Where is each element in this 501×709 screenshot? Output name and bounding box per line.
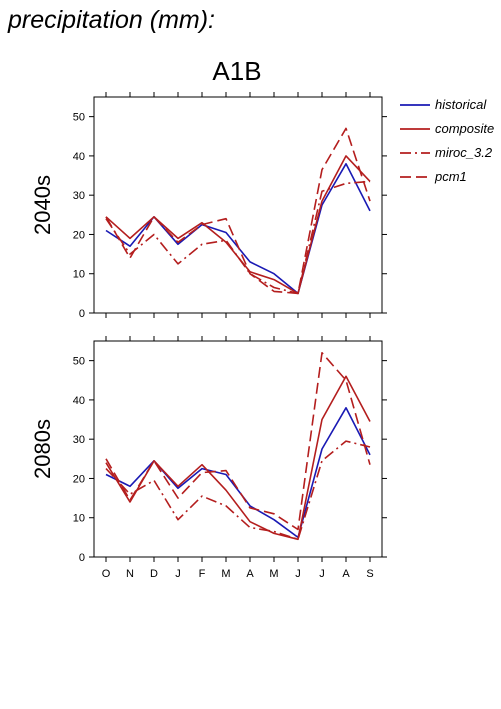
y-tick-label: 20 [73,473,85,485]
y-tick-label: 10 [73,269,85,281]
y-tick-label: 10 [73,513,85,525]
x-tick-label: O [102,568,111,580]
y-tick-label: 40 [73,395,85,407]
x-tick-label: S [366,568,373,580]
x-tick-label: N [126,568,134,580]
x-tick-label: A [246,568,254,580]
y-tick-label: 0 [79,552,85,564]
scenario-title: A1B [212,56,262,86]
x-tick-label: A [342,568,350,580]
series-line-historical-2080s [105,406,371,539]
x-tick-label: M [221,568,230,580]
panel-frame-2040s [93,96,383,314]
series-line-miroc_3.2-2040s [105,180,371,295]
series-line-composite-2040s [105,155,371,295]
series-line-pcm1-2040s [105,127,371,295]
panel-frame-2080s [93,340,383,558]
y-tick-label: 20 [73,229,85,241]
legend-entry-pcm1: pcm1 [434,169,467,184]
series-line-pcm1-2080s [105,351,371,531]
legend-entry-composite: composite [435,121,494,136]
y-tick-label: 50 [73,356,85,368]
y-tick-label: 40 [73,151,85,163]
x-tick-label: J [319,568,325,580]
y-tick-label: 30 [73,190,85,202]
series-line-composite-2080s [105,375,371,541]
x-tick-label: F [199,568,206,580]
y-tick-label: 0 [79,308,85,320]
series-line-historical-2040s [105,163,371,295]
x-tick-label: J [295,568,301,580]
panel-label-2040s: 2040s [30,175,55,235]
panel-label-2080s: 2080s [30,419,55,479]
x-tick-label: D [150,568,158,580]
series-line-miroc_3.2-2080s [105,440,371,541]
x-tick-label: M [269,568,278,580]
figure-title: precipitation (mm): [8,6,215,34]
x-tick-label: J [175,568,181,580]
legend-entry-historical: historical [435,97,487,112]
y-tick-label: 30 [73,434,85,446]
legend-entry-miroc_3.2: miroc_3.2 [435,145,493,160]
y-tick-label: 50 [73,112,85,124]
